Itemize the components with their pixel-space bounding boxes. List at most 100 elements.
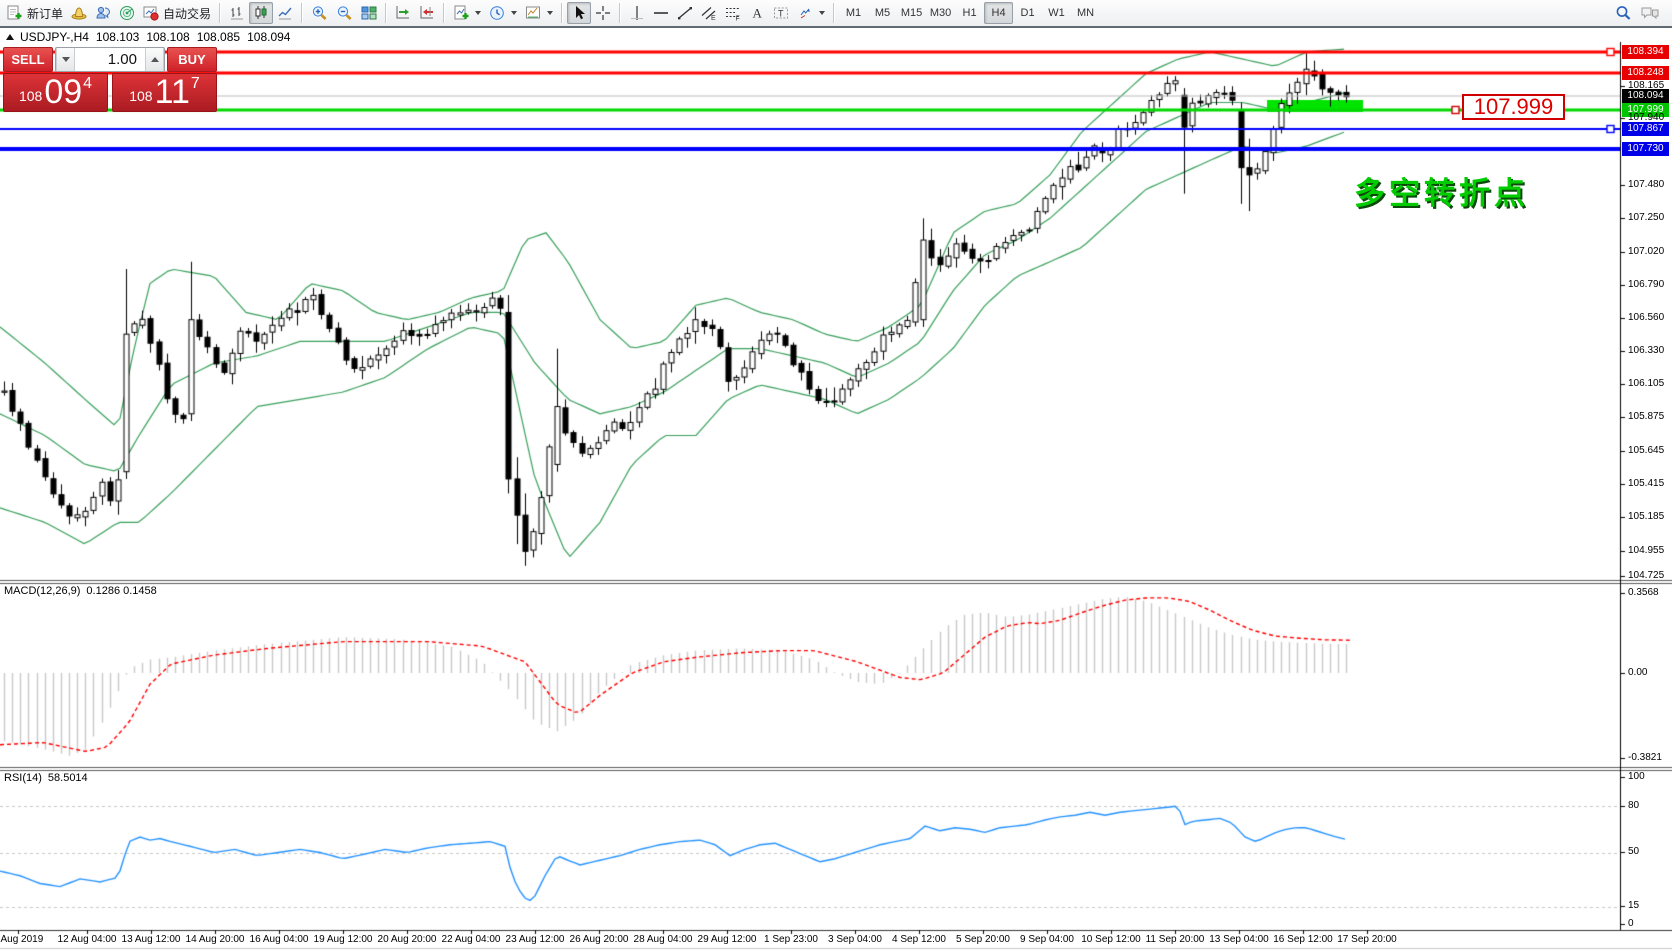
sell-pipette: 4 [83,75,93,92]
timeframe-m30-button[interactable]: M30 [926,2,955,24]
price-tick-label: 104.725 [1628,570,1665,581]
search-button[interactable] [1611,2,1636,24]
volume-input[interactable] [75,48,145,71]
toolbar-group-pointer [567,0,615,26]
toolbar: 新订单 自动交易 E F A T M1 M5 M15 M30 H1 H4 D1 W1 MN [0,0,1672,28]
cursor-button[interactable] [567,2,592,24]
triangle-down-icon [61,57,70,62]
buy-pipette: 7 [190,75,200,92]
horizontal-line-button[interactable] [649,2,673,24]
timeframe-m15-button[interactable]: M15 [897,2,926,24]
fibonacci-button[interactable]: F [721,2,745,24]
text-icon: A [749,5,765,21]
price-tick-label: 107.250 [1628,212,1665,223]
macd-scale-label: 0.00 [1628,667,1648,678]
sell-button[interactable]: SELL [3,47,53,72]
periods-button[interactable] [485,2,521,24]
market-icon [71,5,87,21]
label-icon: T [773,5,789,21]
templates-button[interactable] [521,2,557,24]
buy-button[interactable]: BUY [167,47,217,72]
ohlc-toggle-icon[interactable] [6,34,14,40]
candlestick-chart-button[interactable] [249,2,274,24]
buy-price-display[interactable]: 108 11 7 [112,73,217,112]
timeframe-h4-button[interactable]: H4 [984,2,1014,24]
symbol-info: USDJPY-,H4 108.103 108.108 108.085 108.0… [6,30,290,44]
autotrading-button[interactable]: 自动交易 [139,2,215,24]
sell-price-display[interactable]: 108 09 4 [3,73,108,112]
toolbar-group-zoom [307,0,381,26]
timeframe-mn-button[interactable]: MN [1071,2,1100,24]
channel-icon: E [701,5,717,21]
trendline-button[interactable] [673,2,697,24]
equidistant-channel-button[interactable]: E [697,2,721,24]
low-value: 108.085 [196,30,241,44]
zoom-out-button[interactable] [332,2,357,24]
vertical-line-button[interactable] [625,2,649,24]
tiles-icon [361,5,377,21]
time-axis-label: 1 Sep 23:00 [764,934,818,945]
toolbar-separator [219,3,222,23]
volume-increase-button[interactable] [145,48,164,71]
zoom-out-icon [336,5,353,21]
chevron-down-icon [547,11,554,15]
text-label-button[interactable]: T [769,2,793,24]
price-callout-object[interactable]: 107.999 [1462,94,1565,120]
fibo-icon: F [725,5,741,21]
indicators-icon [453,5,469,21]
volume-decrease-button[interactable] [56,48,75,71]
price-tick-label: 106.105 [1628,378,1665,389]
zoom-in-button[interactable] [307,2,332,24]
timeframe-m5-button[interactable]: M5 [868,2,897,24]
tile-windows-button[interactable] [357,2,381,24]
signals-button[interactable] [91,2,115,24]
chevron-down-icon [511,11,518,15]
timeframe-w1-button[interactable]: W1 [1042,2,1071,24]
chart-shift-button[interactable] [415,2,439,24]
chevron-down-icon [819,11,826,15]
buy-big-figure: 108 [129,88,153,104]
toolbar-group-insert [449,0,557,26]
time-axis-label: 16 Sep 12:00 [1273,934,1333,945]
svg-text:A: A [753,6,763,21]
text-annotation-object[interactable]: 多空转折点 [1354,176,1529,211]
autotrade-icon [143,5,159,21]
chat-button[interactable] [1636,2,1664,24]
vline-icon [629,5,645,21]
cursor-icon [571,5,587,21]
price-tick-label: 106.790 [1628,279,1665,290]
bar-chart-button[interactable] [225,2,249,24]
time-axis-label: 12 Aug 04:00 [57,934,117,945]
price-tick-label: 105.415 [1628,478,1665,489]
price-tick-label: 104.955 [1628,545,1665,556]
volume-stepper [55,47,165,72]
price-line-label: 108.248 [1622,66,1669,80]
line-chart-button[interactable] [273,2,297,24]
rsi-scale-label: 50 [1628,846,1640,857]
timeframe-m1-button[interactable]: M1 [839,2,868,24]
time-axis-label: 22 Aug 04:00 [441,934,501,945]
timeframe-d1-button[interactable]: D1 [1013,2,1042,24]
svg-text:F: F [736,16,740,22]
market-button[interactable] [67,2,91,24]
arrows-button[interactable] [793,2,829,24]
close-value: 108.094 [247,30,291,44]
button-label: MN [1076,7,1095,19]
rsi-scale-label: 15 [1628,900,1640,911]
auto-scroll-button[interactable] [391,2,415,24]
button-label: D1 [1020,7,1035,19]
button-label: H1 [962,7,977,19]
text-button[interactable]: A [745,2,769,24]
new-order-button[interactable]: 新订单 [2,2,67,24]
indicators-button[interactable] [449,2,485,24]
trendline-icon [677,5,693,21]
button-label: M1 [845,7,862,19]
mql5-community-button[interactable] [115,2,139,24]
crosshair-button[interactable] [591,2,615,24]
timeframe-h1-button[interactable]: H1 [955,2,984,24]
time-axis-label: 16 Aug 04:00 [249,934,309,945]
macd-indicator-label: MACD(12,26,9) 0.1286 0.1458 [4,585,157,597]
chevron-down-icon [475,11,482,15]
